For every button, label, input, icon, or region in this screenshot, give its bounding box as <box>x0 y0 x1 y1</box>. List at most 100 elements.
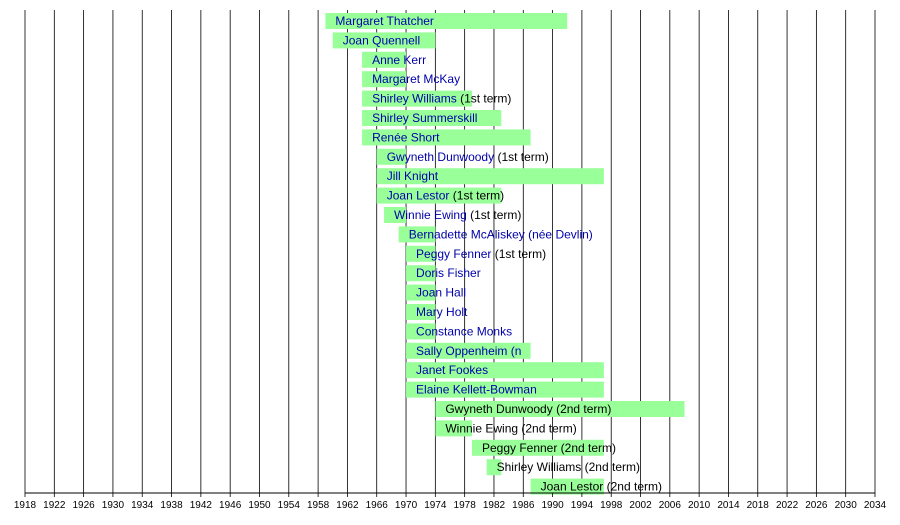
member-link[interactable]: Jill Knight <box>387 169 439 183</box>
member-link[interactable]: Janet Fookes <box>416 363 488 377</box>
bar-label: Anne Kerr <box>372 53 426 67</box>
term-note: (1st term) <box>467 208 522 222</box>
bar-label: Joan Lestor (1st term) <box>387 189 504 203</box>
term-note: Gwyneth Dunwoody (2nd term) <box>445 402 611 416</box>
bar-label: Sally Oppenheim (n <box>416 344 521 358</box>
timeline-bar <box>332 32 436 49</box>
timeline-bar <box>362 71 407 88</box>
x-tick-label: 1946 <box>219 500 242 511</box>
bar-label: Shirley Summerskill <box>372 111 477 125</box>
bar-label: Joan Hall <box>416 286 466 300</box>
x-tick-label: 1966 <box>366 500 389 511</box>
member-link[interactable]: Elaine Kellett-Bowman <box>416 383 537 397</box>
bar-label: Doris Fisher <box>416 266 481 280</box>
member-link[interactable]: Sally Oppenheim (n <box>416 344 521 358</box>
bar-label: Margaret McKay <box>372 72 460 86</box>
x-tick-label: 1942 <box>190 500 213 511</box>
x-tick-label: 1994 <box>571 500 594 511</box>
x-tick-label: 2014 <box>717 500 740 511</box>
timeline-bar <box>406 265 436 282</box>
x-tick-label: 1930 <box>102 500 125 511</box>
x-tick-label: 2030 <box>835 500 858 511</box>
bar-label: Peggy Fenner (2nd term) <box>482 441 616 455</box>
x-tick-label: 2022 <box>776 500 799 511</box>
timeline-bar <box>398 226 436 243</box>
bar-label: Elaine Kellett-Bowman <box>416 383 537 397</box>
x-tick-label: 1978 <box>454 500 477 511</box>
bar-label: Winnie Ewing (1st term) <box>394 208 521 222</box>
x-tick-label: 1962 <box>336 500 359 511</box>
bars <box>325 13 685 495</box>
member-link[interactable]: Joan Quennell <box>343 33 420 47</box>
bar-label: Jill Knight <box>387 169 439 183</box>
x-tick-label: 1990 <box>541 500 564 511</box>
bar-label: Peggy Fenner (1st term) <box>416 247 546 261</box>
timeline-bar <box>406 245 436 262</box>
x-tick-label: 1934 <box>131 500 154 511</box>
timeline-bar <box>486 459 502 476</box>
x-tick-label: 1998 <box>600 500 623 511</box>
bar-label: Winnie Ewing (2nd term) <box>445 421 576 435</box>
bar-label: Constance Monks <box>416 324 512 338</box>
member-link[interactable]: Bernadette McAliskey (née Devlin) <box>409 227 593 241</box>
term-note: (1st term) <box>449 189 504 203</box>
x-tick-label: 1986 <box>512 500 535 511</box>
timeline-bar <box>376 187 502 204</box>
x-tick-label: 2026 <box>805 500 828 511</box>
bar-label: Bernadette McAliskey (née Devlin) <box>409 227 593 241</box>
member-link[interactable]: Renée Short <box>372 130 440 144</box>
timeline-bar <box>325 13 568 29</box>
member-link[interactable]: Margaret Thatcher <box>335 14 434 28</box>
bar-label: Shirley Williams (1st term) <box>372 92 511 106</box>
x-tick-label: 1918 <box>14 500 37 511</box>
term-note: (1st term) <box>494 150 549 164</box>
member-link[interactable]: Shirley Summerskill <box>372 111 477 125</box>
x-tick-label: 1982 <box>483 500 506 511</box>
term-note: (1st term) <box>457 92 512 106</box>
member-link[interactable]: Constance Monks <box>416 324 512 338</box>
x-axis: 1918 1922 1926 1930 1934 1938 1942 1946 1950 1954… <box>14 492 887 511</box>
timeline-bar <box>406 323 436 340</box>
member-link[interactable]: Joan Lestor <box>387 189 450 203</box>
member-link[interactable]: Joan Hall <box>416 286 466 300</box>
member-link[interactable]: Peggy Fenner <box>416 247 491 261</box>
timeline-bar <box>406 304 436 320</box>
timeline-bar <box>406 284 436 301</box>
x-tick-label: 1926 <box>72 500 95 511</box>
x-tick-label: 1974 <box>424 500 447 511</box>
member-link[interactable]: Gwyneth Dunwoody <box>387 150 494 164</box>
timeline-bar <box>362 110 502 126</box>
x-tick-label: 2010 <box>688 500 711 511</box>
term-note: Shirley Williams (2nd term) <box>497 460 640 474</box>
bar-label: Renée Short <box>372 130 440 144</box>
member-link[interactable]: Margaret McKay <box>372 72 460 86</box>
term-note: Joan Lestor (2nd term) <box>541 480 662 494</box>
x-tick-label: 1958 <box>307 500 330 511</box>
x-tick-label: 1922 <box>43 500 66 511</box>
member-link[interactable]: Anne Kerr <box>372 53 426 67</box>
timeline-bar <box>362 90 472 107</box>
bar-label: Mary Holt <box>416 305 468 319</box>
member-link[interactable]: Winnie Ewing <box>394 208 467 222</box>
bar-label: Gwyneth Dunwoody (2nd term) <box>445 402 611 416</box>
timeline-bar <box>384 207 407 223</box>
timeline-bar <box>406 381 604 398</box>
x-tick-label: 2034 <box>864 500 887 511</box>
term-note: Winnie Ewing (2nd term) <box>445 421 576 435</box>
timeline-bar <box>362 129 531 146</box>
timeline-bar <box>406 362 604 379</box>
term-note: (1st term) <box>491 247 546 261</box>
timeline-bar <box>376 168 604 185</box>
x-tick-label: 2006 <box>659 500 682 511</box>
timeline-bar <box>362 51 407 68</box>
term-note: Peggy Fenner (2nd term) <box>482 441 616 455</box>
bar-label: Joan Lestor (2nd term) <box>541 480 662 494</box>
x-tick-label: 1970 <box>395 500 418 511</box>
x-tick-label: 2002 <box>629 500 652 511</box>
timeline-bar <box>435 420 472 437</box>
timeline-bar <box>530 478 604 495</box>
member-link[interactable]: Doris Fisher <box>416 266 481 280</box>
member-link[interactable]: Shirley Williams <box>372 92 457 106</box>
member-link[interactable]: Mary Holt <box>416 305 468 319</box>
